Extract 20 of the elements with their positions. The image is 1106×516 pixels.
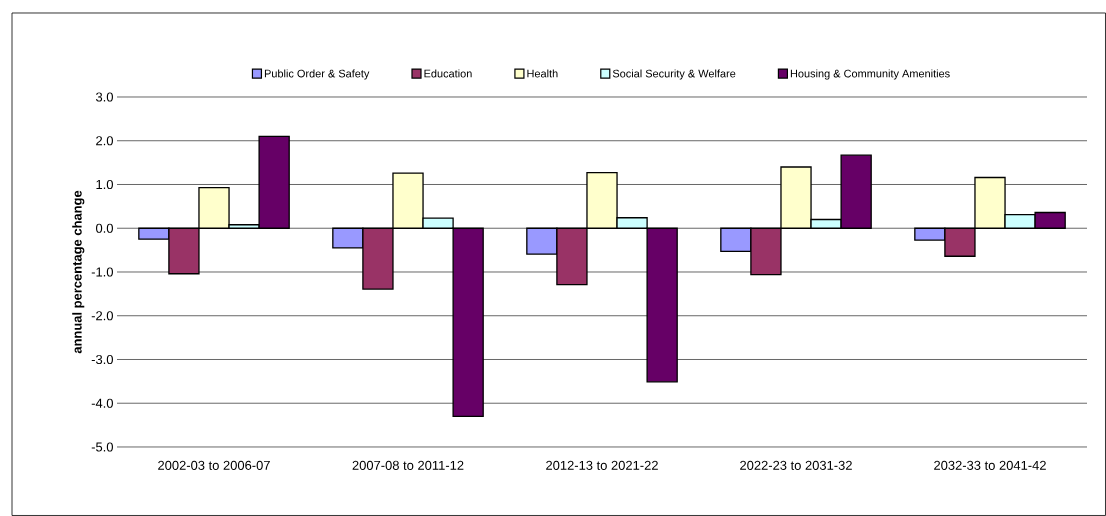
legend-label: Education bbox=[424, 69, 472, 78]
x-tick-label: 2022-23 to 2031-32 bbox=[740, 460, 852, 470]
x-tick-label: 2032-33 to 2041-42 bbox=[934, 460, 1046, 470]
legend-label: Social Security & Welfare bbox=[612, 69, 736, 80]
y-tick-label: 1.0 bbox=[96, 179, 113, 190]
legend-label: Health bbox=[527, 69, 558, 78]
x-tick-label: 2007-08 to 2011-12 bbox=[352, 460, 464, 470]
x-tick-label: 2012-13 to 2021-22 bbox=[546, 460, 658, 470]
legend-label: Public Order & Safety bbox=[264, 69, 370, 80]
x-tick-label: 2002-03 to 2006-07 bbox=[158, 460, 270, 470]
legend-label: Housing & Community Amenities bbox=[790, 69, 950, 80]
y-tick-label: -4.0 bbox=[91, 398, 113, 408]
y-tick-label: -5.0 bbox=[91, 442, 113, 452]
y-tick-label: -2.0 bbox=[91, 311, 113, 321]
y-axis-title: annual percentage change bbox=[72, 190, 85, 354]
y-tick-label: -1.0 bbox=[91, 267, 113, 277]
y-tick-label: 2.0 bbox=[96, 136, 113, 146]
y-tick-label: -3.0 bbox=[91, 354, 113, 365]
y-tick-label: 0.0 bbox=[95, 223, 113, 233]
y-tick-label: 3.0 bbox=[95, 92, 113, 102]
